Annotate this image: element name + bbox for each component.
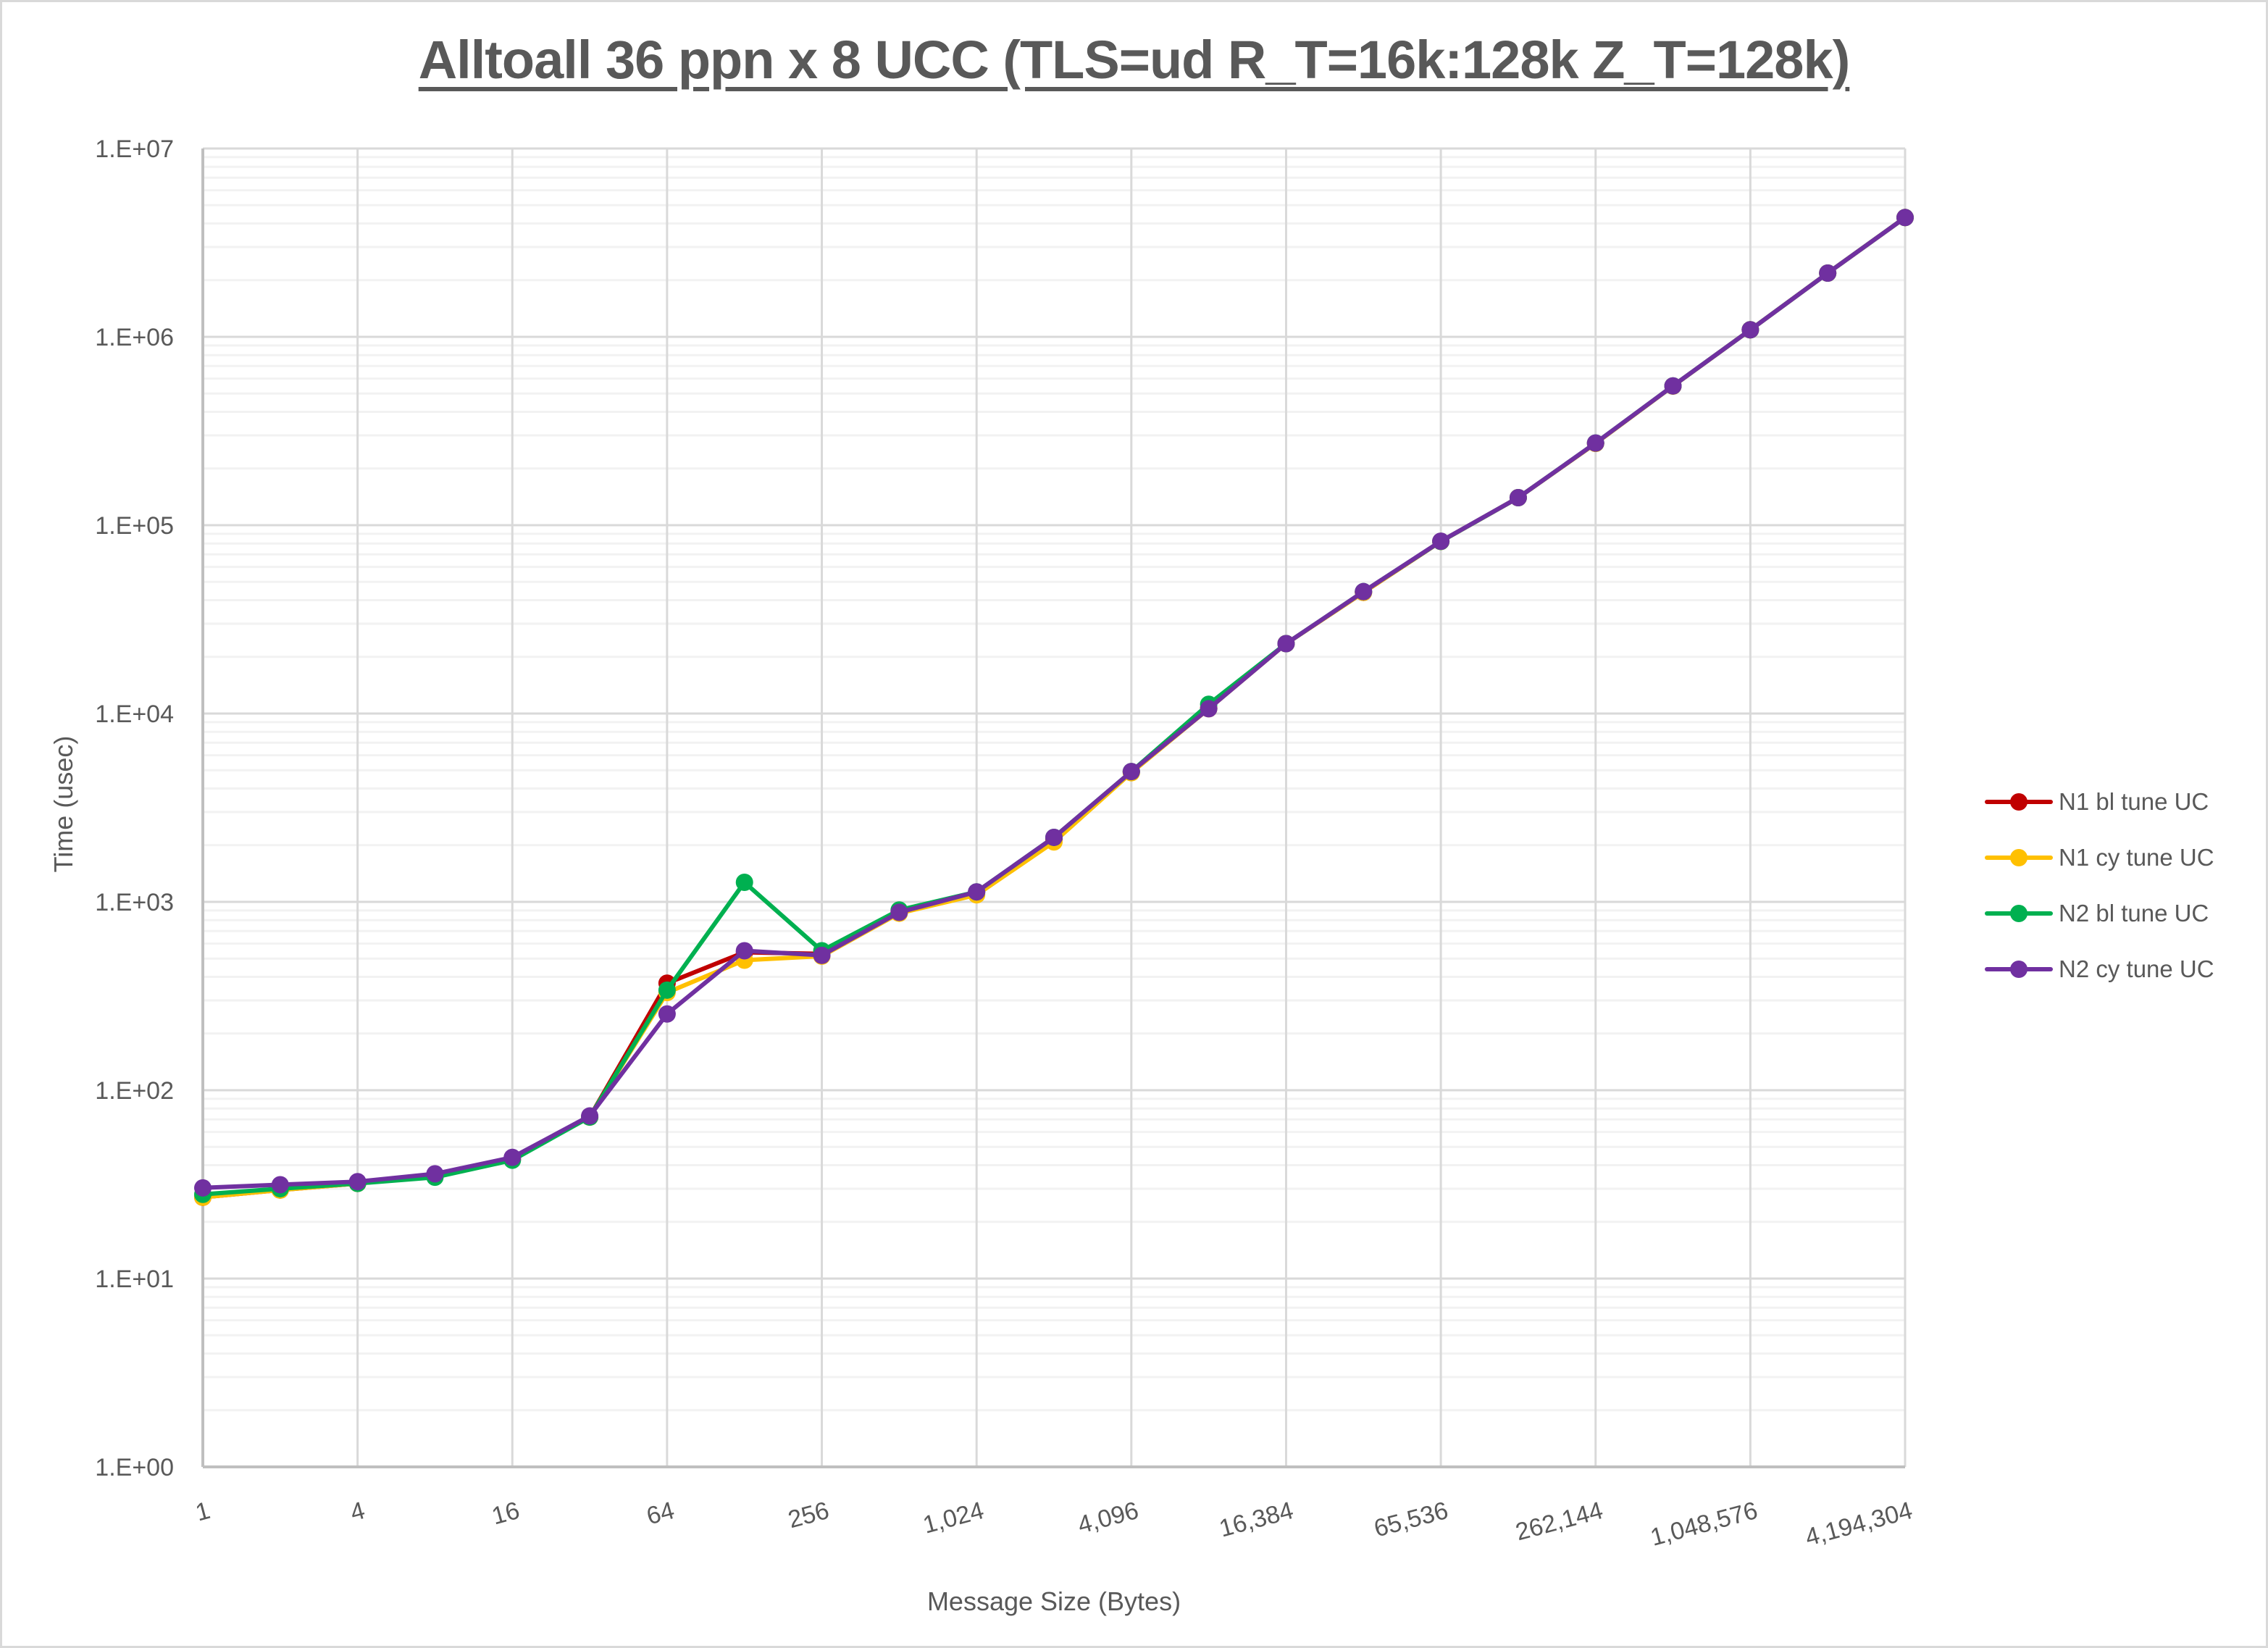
legend-item-n1-bl[interactable]: N1 bl tune UC [1985, 774, 2214, 829]
series-n1-cy-tune-uc [194, 209, 1914, 1206]
data-point [1277, 635, 1295, 653]
data-point [658, 981, 676, 999]
axes [201, 149, 1907, 1468]
svg-text:262,144: 262,144 [1512, 1497, 1606, 1547]
legend-line-marker-icon [1985, 903, 2053, 924]
svg-text:1.E+03: 1.E+03 [95, 889, 174, 916]
svg-text:1.E+04: 1.E+04 [95, 700, 174, 728]
data-point [813, 946, 831, 964]
series-n2-bl-tune-uc [194, 209, 1914, 1203]
data-point [348, 1173, 367, 1191]
svg-text:1.E+02: 1.E+02 [95, 1077, 174, 1105]
data-point [890, 903, 908, 921]
legend-item-n2-bl[interactable]: N2 bl tune UC [1985, 885, 2214, 941]
data-point [1509, 489, 1527, 507]
svg-text:1.E+07: 1.E+07 [95, 135, 174, 163]
series-n2-cy-tune-uc [194, 209, 1914, 1197]
data-point [1200, 700, 1218, 718]
svg-text:256: 256 [785, 1497, 832, 1534]
data-point [968, 883, 986, 901]
legend-item-n2-cy[interactable]: N2 cy tune UC [1985, 941, 2214, 997]
data-point [1819, 264, 1837, 283]
legend-item-n1-cy[interactable]: N1 cy tune UC [1985, 829, 2214, 885]
y-tick-labels: 1.E+00 1.E+01 1.E+02 1.E+03 1.E+04 1.E+05 1.E+… [95, 135, 174, 1481]
data-point [658, 1005, 676, 1023]
svg-text:1.E+01: 1.E+01 [95, 1266, 174, 1293]
data-point [1896, 209, 1914, 227]
legend-label: N1 bl tune UC [2059, 787, 2209, 815]
legend: N1 bl tune UC N1 cy tune UC N2 bl tune U… [1985, 774, 2214, 997]
data-point [1045, 828, 1063, 846]
data-point [503, 1148, 522, 1166]
x-tick-labels: 1 4 16 64 256 1,024 4,096 16,384 65,536 262,144 1,… [193, 1497, 1915, 1552]
data-point [1432, 532, 1450, 551]
data-series [194, 209, 1914, 1206]
svg-text:64: 64 [644, 1497, 677, 1530]
data-point [1122, 763, 1140, 781]
legend-line-marker-icon [1985, 847, 2053, 869]
svg-text:1,024: 1,024 [920, 1497, 987, 1539]
data-point [271, 1176, 289, 1194]
svg-text:4: 4 [348, 1497, 368, 1527]
data-point [581, 1107, 599, 1125]
svg-text:1: 1 [193, 1497, 213, 1527]
data-point [426, 1165, 444, 1183]
svg-text:16: 16 [489, 1497, 522, 1530]
legend-line-marker-icon [1985, 958, 2053, 980]
legend-label: N1 cy tune UC [2059, 843, 2214, 871]
svg-text:1.E+06: 1.E+06 [95, 324, 174, 351]
x-axis-title: Message Size (Bytes) [926, 1586, 1181, 1616]
svg-text:16,384: 16,384 [1216, 1497, 1296, 1543]
svg-text:1.E+05: 1.E+05 [95, 512, 174, 540]
data-point [1355, 582, 1373, 601]
minor-gridlines [203, 156, 1905, 1412]
series-n1-bl-tune-uc [194, 209, 1914, 1206]
legend-line-marker-icon [1985, 791, 2053, 813]
svg-text:65,536: 65,536 [1371, 1497, 1451, 1543]
svg-text:4,194,304: 4,194,304 [1802, 1497, 1915, 1552]
data-point [1664, 377, 1682, 395]
y-axis-title: Time (usec) [49, 735, 78, 873]
svg-text:4,096: 4,096 [1075, 1497, 1142, 1539]
data-point [194, 1179, 212, 1197]
legend-label: N2 cy tune UC [2059, 955, 2214, 982]
data-point [1741, 321, 1759, 339]
chart-title: Alltoall 36 ppn x 8 UCC (TLS=ud R_T=16k:… [418, 30, 1851, 90]
data-point [1586, 434, 1604, 452]
svg-text:1,048,576: 1,048,576 [1647, 1497, 1760, 1552]
data-point [735, 942, 753, 960]
svg-text:1.E+00: 1.E+00 [95, 1454, 174, 1481]
data-point [735, 874, 753, 892]
legend-label: N2 bl tune UC [2059, 899, 2209, 927]
